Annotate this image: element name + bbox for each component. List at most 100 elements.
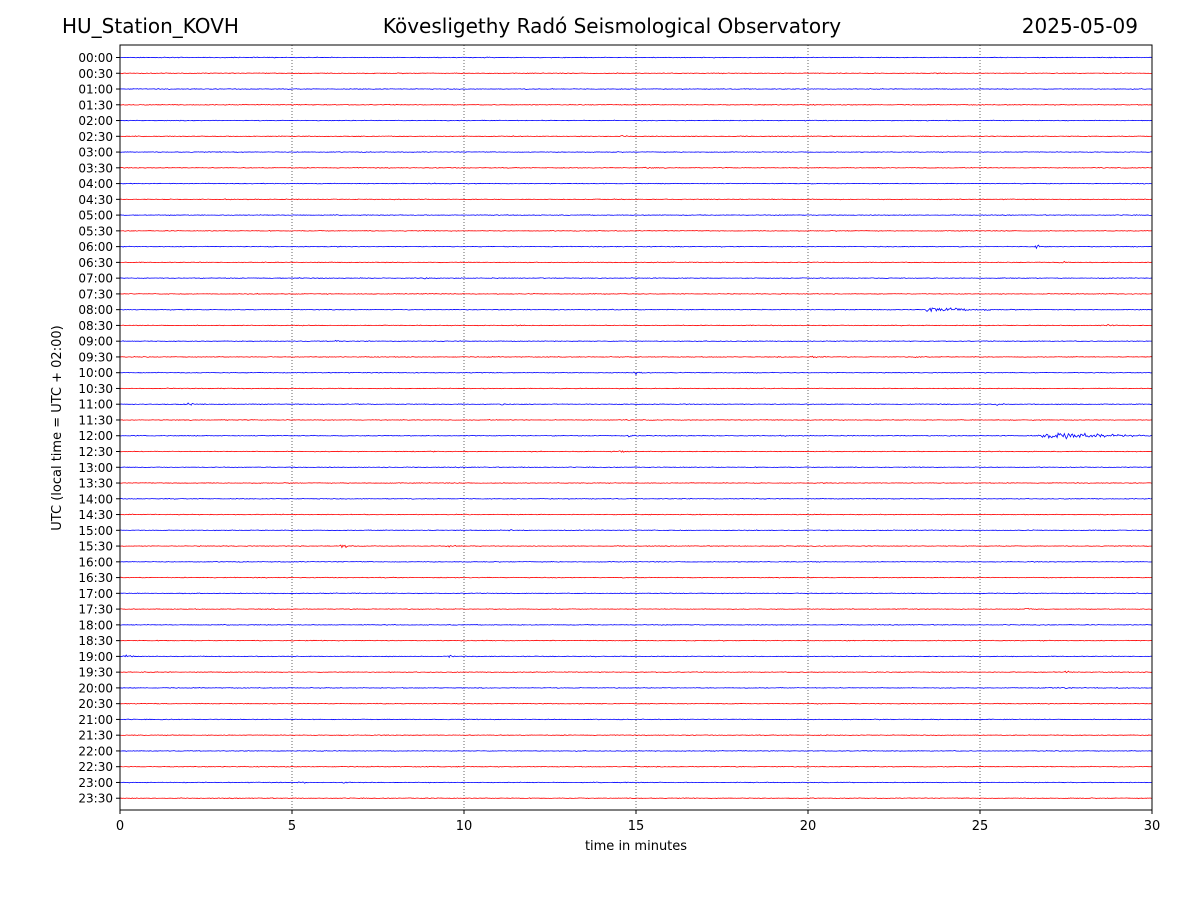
x-tick-label: 10: [456, 819, 473, 834]
y-tick-label: 01:00: [78, 83, 113, 97]
trace-line: [119, 166, 1153, 169]
trace-line: [119, 324, 1153, 327]
trace-line: [119, 623, 1153, 626]
y-tick-label: 23:00: [78, 776, 113, 790]
x-tick-labels: 0 5 10 15 20 25 30: [116, 810, 1160, 834]
y-tick-label: 08:00: [78, 303, 113, 317]
trace-line: [119, 151, 1153, 154]
trace-line: [119, 482, 1153, 484]
x-axis-label: time in minutes: [585, 839, 687, 854]
trace-line: [119, 797, 1153, 800]
y-tick-label: 20:30: [78, 697, 113, 711]
y-tick-label: 15:30: [78, 540, 113, 554]
trace-line: [119, 607, 1153, 611]
y-tick-label: 19:00: [78, 650, 113, 664]
trace-line: [119, 718, 1153, 721]
trace-line: [119, 750, 1153, 752]
trace-line: [119, 119, 1153, 122]
y-tick-label: 09:00: [78, 335, 113, 349]
y-tick-label: 19:30: [78, 666, 113, 680]
trace-line: [119, 513, 1153, 516]
y-tick-label: 04:30: [78, 193, 113, 207]
trace-line: [119, 292, 1153, 295]
trace-line: [119, 686, 1153, 689]
trace-line: [119, 450, 1153, 453]
trace-line: [119, 56, 1153, 59]
grid-lines: [291, 45, 981, 810]
trace-line: [119, 182, 1153, 185]
y-tick-label: 10:30: [78, 382, 113, 396]
date-label: 2025-05-09: [1021, 14, 1138, 38]
trace-line: [119, 497, 1153, 500]
y-tick-label: 15:00: [78, 524, 113, 538]
y-tick-label: 03:30: [78, 161, 113, 175]
trace-line: [119, 339, 1153, 343]
y-tick-label: 14:00: [78, 492, 113, 506]
trace-line: [119, 419, 1153, 421]
trace-line: [119, 670, 1153, 674]
y-tick-label: 08:30: [78, 319, 113, 333]
y-tick-label: 07:00: [78, 272, 113, 286]
trace-line: [119, 387, 1153, 390]
trace-line: [119, 371, 1153, 376]
trace-line: [119, 103, 1153, 106]
trace-line: [119, 72, 1153, 75]
y-tick-label: 22:30: [78, 760, 113, 774]
trace-line: [119, 432, 1153, 440]
trace-line: [119, 402, 1153, 406]
trace-line: [119, 198, 1153, 201]
y-tick-label: 02:00: [78, 114, 113, 128]
seismic-traces: [119, 56, 1153, 800]
trace-line: [119, 702, 1153, 705]
trace-line: [119, 88, 1153, 90]
y-tick-label: 05:30: [78, 224, 113, 238]
y-tick-label: 13:00: [78, 461, 113, 475]
x-tick-label: 20: [800, 819, 817, 834]
station-name: HU_Station_KOVH: [62, 14, 239, 38]
x-tick-label: 0: [116, 819, 124, 834]
trace-line: [119, 244, 1153, 250]
trace-line: [119, 355, 1153, 359]
trace-line: [119, 307, 1153, 313]
y-tick-label: 11:00: [78, 398, 113, 412]
x-tick-label: 30: [1144, 819, 1161, 834]
y-tick-label: 03:00: [78, 146, 113, 160]
y-tick-label: 21:30: [78, 729, 113, 743]
y-axis-label: UTC (local time = UTC + 02:00): [50, 325, 65, 530]
y-tick-label: 18:30: [78, 634, 113, 648]
y-tick-label: 17:00: [78, 587, 113, 601]
y-tick-label: 20:00: [78, 681, 113, 695]
trace-line: [119, 135, 1153, 138]
trace-line: [119, 229, 1153, 232]
y-tick-label: 09:30: [78, 350, 113, 364]
y-tick-label: 05:00: [78, 209, 113, 223]
trace-line: [119, 277, 1153, 280]
y-tick-label: 22:00: [78, 744, 113, 758]
trace-line: [119, 544, 1153, 549]
y-tick-label: 18:00: [78, 618, 113, 632]
y-tick-label: 00:00: [78, 51, 113, 65]
y-tick-label: 10:00: [78, 366, 113, 380]
x-tick-label: 5: [288, 819, 296, 834]
trace-line: [119, 639, 1153, 642]
trace-line: [119, 466, 1153, 469]
trace-line: [119, 654, 1153, 659]
y-tick-label: 07:30: [78, 287, 113, 301]
trace-line: [119, 214, 1153, 217]
y-tick-label: 06:30: [78, 256, 113, 270]
y-tick-label: 12:00: [78, 429, 113, 443]
observatory-title: Kövesligethy Radó Seismological Observat…: [382, 14, 842, 38]
x-tick-label: 25: [972, 819, 989, 834]
y-tick-label: 12:30: [78, 445, 113, 459]
trace-line: [119, 560, 1153, 563]
trace-line: [119, 765, 1153, 768]
trace-line: [119, 734, 1152, 737]
y-tick-label: 06:00: [78, 240, 113, 254]
trace-line: [119, 529, 1153, 532]
y-tick-label: 14:30: [78, 508, 113, 522]
trace-line: [119, 592, 1153, 595]
x-tick-label: 15: [628, 819, 645, 834]
y-tick-label: 16:00: [78, 555, 113, 569]
trace-line: [119, 260, 1153, 264]
